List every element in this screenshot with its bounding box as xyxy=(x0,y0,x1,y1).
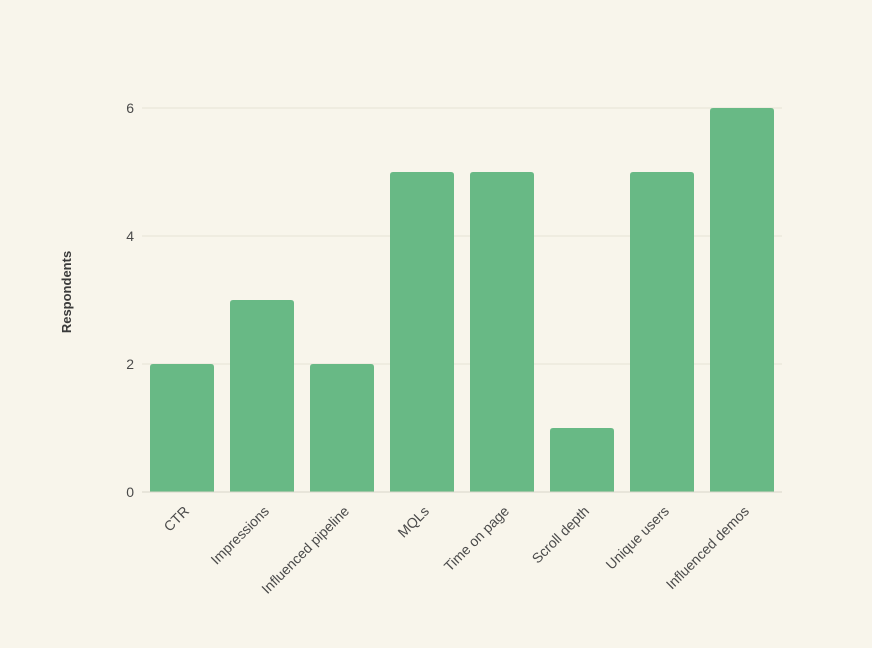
bar-influenced-demos xyxy=(710,108,774,492)
bar-unique-users xyxy=(630,172,694,492)
bar-scroll-depth xyxy=(550,428,614,492)
bar-mqls xyxy=(390,172,454,492)
x-tick-label: Influenced pipeline xyxy=(258,503,352,597)
x-tick-label: Impressions xyxy=(207,503,272,568)
x-tick-label: Unique users xyxy=(602,503,672,573)
bar-time-on-page xyxy=(470,172,534,492)
y-axis-label: Respondents xyxy=(59,251,74,333)
x-tick-label: Scroll depth xyxy=(529,503,593,567)
x-tick-label: Time on page xyxy=(441,503,513,575)
x-tick-label: MQLs xyxy=(394,503,432,541)
y-tick-label: 4 xyxy=(126,228,134,244)
bars xyxy=(150,108,774,492)
x-tick-label: CTR xyxy=(160,503,192,535)
y-tick-label: 0 xyxy=(126,484,134,500)
bar-impressions xyxy=(230,300,294,492)
bar-influenced-pipeline xyxy=(310,364,374,492)
y-tick-label: 6 xyxy=(126,100,134,116)
x-tick-label: Influenced demos xyxy=(663,503,752,592)
bar-ctr xyxy=(150,364,214,492)
y-tick-label: 2 xyxy=(126,356,134,372)
